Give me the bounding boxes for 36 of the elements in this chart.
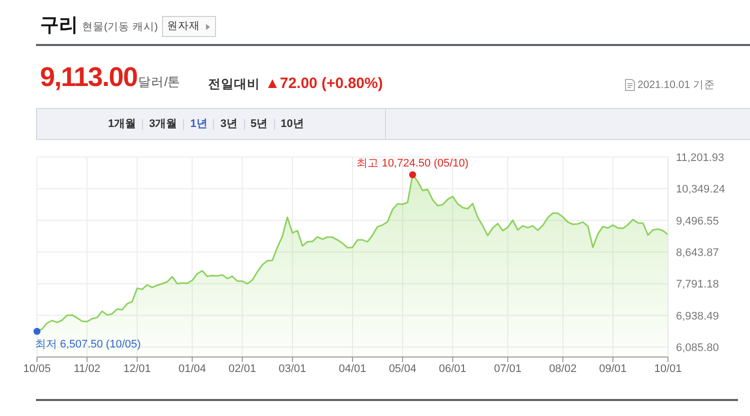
chart-title: 구리 bbox=[40, 14, 78, 38]
x-tick-label: 12/01 bbox=[123, 362, 151, 375]
y-tick-label: 6,938.49 bbox=[676, 310, 719, 322]
text: 5년 bbox=[244, 118, 274, 130]
x-tick-label: 01/04 bbox=[178, 362, 206, 375]
text: 달러/톤 bbox=[138, 74, 181, 91]
x-tick-label: 07/01 bbox=[494, 362, 522, 375]
y-tick-label: 11,201.93 bbox=[676, 152, 724, 164]
text: 1개월 bbox=[107, 118, 138, 130]
y-tick-label: 7,791.18 bbox=[676, 278, 719, 291]
annotation: 최저 6,507.50 (10/05) bbox=[35, 338, 141, 350]
text: 3년 bbox=[213, 118, 244, 130]
text: 2021.10.01 기준 bbox=[638, 78, 715, 92]
x-tick-label: 08/02 bbox=[549, 362, 577, 375]
text: 10년 bbox=[274, 118, 310, 130]
x-tick-label: 10/01 bbox=[654, 362, 682, 375]
x-tick-label: 02/01 bbox=[228, 362, 256, 375]
text: 원자재 bbox=[162, 16, 216, 36]
chart-subtitle: 현물(기동 캐시) bbox=[82, 20, 158, 34]
y-tick-label: 10,349.24 bbox=[676, 184, 725, 196]
x-tick-label: 04/01 bbox=[338, 362, 366, 375]
x-tick-label: 11/02 bbox=[74, 362, 100, 375]
x-tick-label: 03/01 bbox=[278, 362, 306, 375]
x-tick-label: 05/04 bbox=[388, 362, 416, 375]
x-tick-label: 09/01 bbox=[599, 362, 627, 375]
text: 전일대비 bbox=[208, 76, 260, 93]
y-tick-label: 8,643.87 bbox=[676, 246, 719, 259]
y-tick-label: 6,085.80 bbox=[676, 342, 719, 354]
y-tick-label: 9,496.55 bbox=[676, 215, 719, 228]
text: ▲72.00 (+0.80%) bbox=[265, 75, 383, 92]
text: 3개월 bbox=[142, 118, 184, 130]
text: 9,113.00 bbox=[40, 62, 138, 93]
x-tick-label: 10/05 bbox=[23, 362, 51, 375]
x-tick-label: 06/01 bbox=[438, 362, 466, 375]
annotation: 최고 10,724.50 (05/10) bbox=[356, 158, 469, 170]
text: 1년 bbox=[183, 118, 214, 130]
